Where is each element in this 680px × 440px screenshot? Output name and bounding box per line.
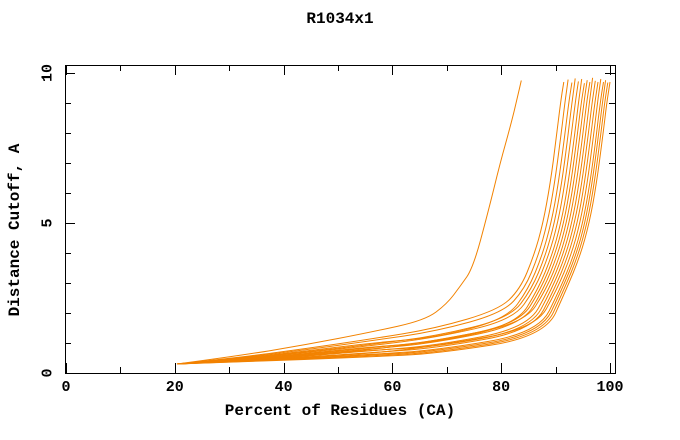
chart-title: R1034x1 — [306, 10, 374, 28]
distance-cutoff-curve — [176, 80, 607, 365]
x-axis-label: Percent of Residues (CA) — [224, 402, 456, 420]
distance-cutoff-curve — [176, 80, 588, 365]
x-tick-label: 60 — [383, 379, 402, 396]
distance-cutoff-curve — [176, 81, 565, 365]
distance-cutoff-curve — [176, 80, 596, 365]
plot-frame — [65, 65, 616, 374]
distance-cutoff-curve — [176, 82, 573, 365]
distance-cutoff-curve — [176, 78, 602, 365]
distance-cutoff-curve — [176, 80, 522, 365]
y-tick-label: 10 — [39, 63, 57, 83]
y-tick-label: 5 — [39, 218, 57, 228]
distance-cutoff-curve — [176, 78, 576, 365]
distance-cutoff-curve — [176, 79, 569, 365]
distance-cutoff-curve — [176, 78, 583, 365]
distance-cutoff-curve — [176, 81, 599, 365]
distance-cutoff-curve — [176, 81, 591, 365]
x-tick-label: 20 — [165, 379, 184, 396]
distance-cutoff-curve — [176, 81, 611, 365]
distance-cutoff-curve — [176, 81, 579, 365]
x-tick-label: 100 — [596, 379, 624, 396]
distance-cutoff-curve — [176, 82, 609, 365]
x-tick-label: 0 — [61, 379, 71, 396]
distance-cutoff-curve — [176, 83, 585, 365]
distance-cutoff-curve — [176, 81, 604, 365]
y-axis-label: Distance Cutoff, A — [6, 143, 24, 317]
x-tick-label: 80 — [492, 379, 511, 396]
x-tick-label: 40 — [274, 379, 293, 396]
y-tick-label: 0 — [39, 368, 57, 378]
